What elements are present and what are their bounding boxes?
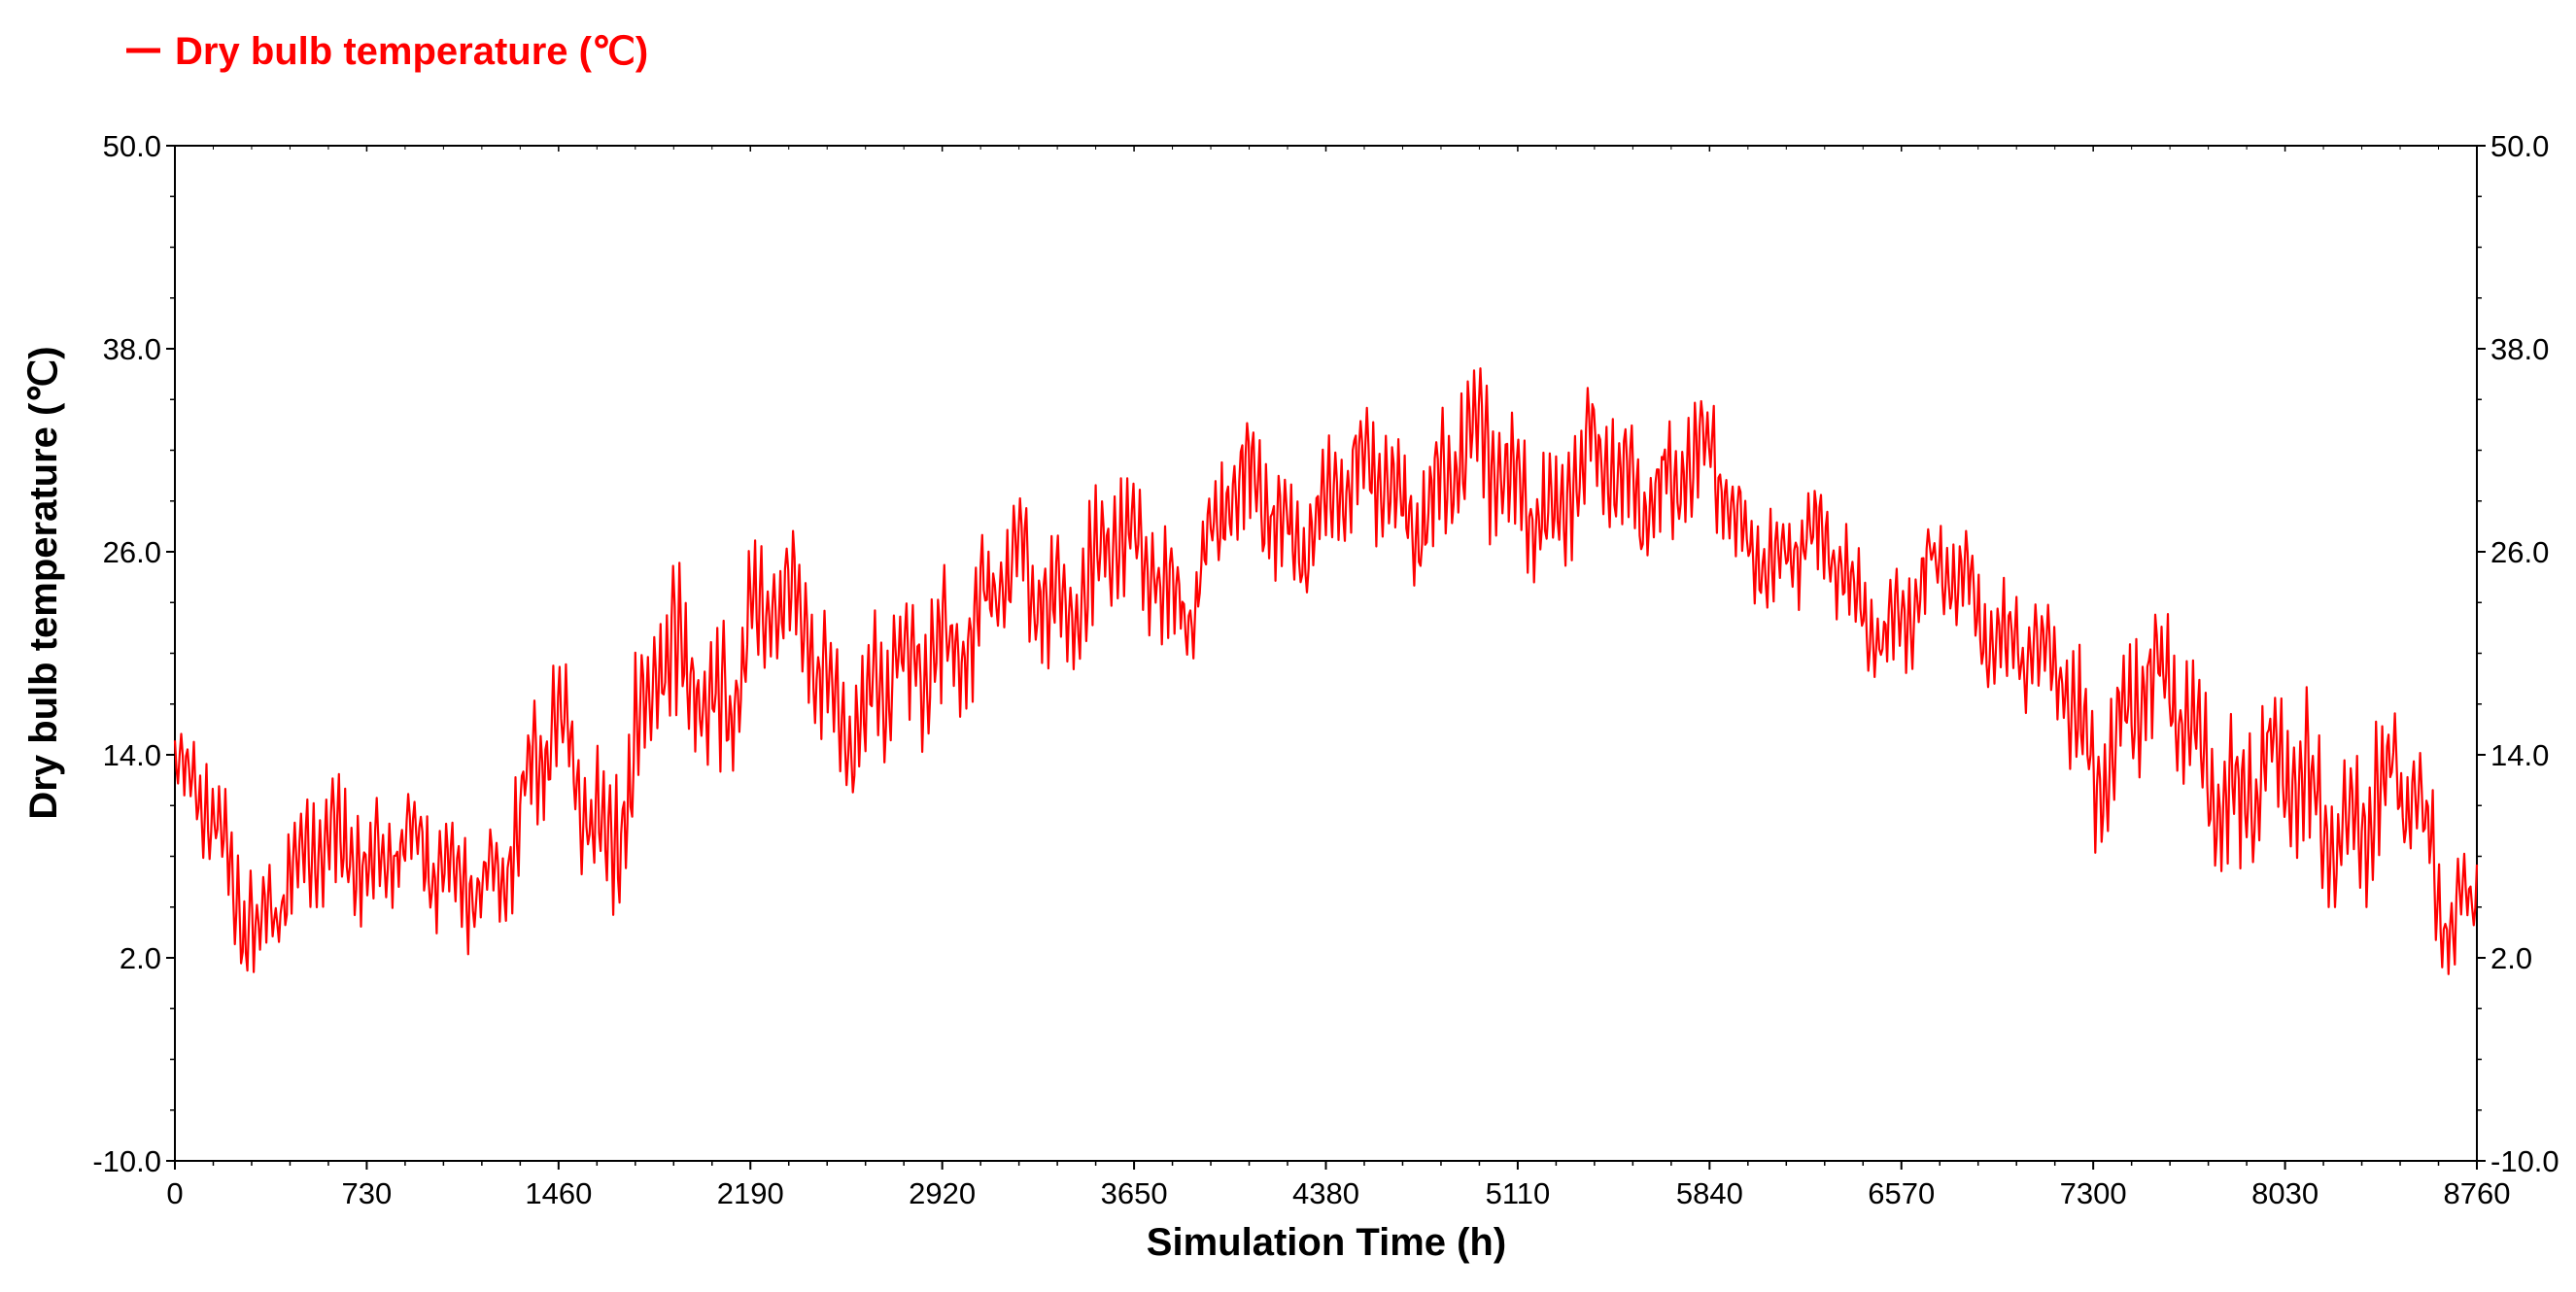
x-tick-label: 1460 <box>525 1176 592 1210</box>
y-tick-label-right: 38.0 <box>2490 332 2549 366</box>
x-tick-label: 5840 <box>1676 1176 1743 1210</box>
y-tick-label-left: 26.0 <box>103 535 161 569</box>
y-tick-label-left: 38.0 <box>103 332 161 366</box>
x-tick-label: 6570 <box>1868 1176 1935 1210</box>
x-tick-label: 730 <box>342 1176 393 1210</box>
y-tick-label-right: -10.0 <box>2490 1144 2559 1178</box>
x-tick-label: 7300 <box>2060 1176 2127 1210</box>
y-tick-label-left: 14.0 <box>103 738 161 772</box>
y-tick-label-right: 50.0 <box>2490 129 2549 163</box>
plot-frame <box>174 145 2478 1162</box>
x-tick-label: 3650 <box>1101 1176 1168 1210</box>
x-tick-label: 2920 <box>909 1176 976 1210</box>
y-tick-label-right: 2.0 <box>2490 941 2532 975</box>
y-tick-label-left: -10.0 <box>92 1144 161 1178</box>
y-tick-label-left: 2.0 <box>120 941 161 975</box>
x-tick-label: 0 <box>166 1176 183 1210</box>
x-tick-label: 4380 <box>1292 1176 1359 1210</box>
x-tick-label: 8760 <box>2444 1176 2511 1210</box>
series-line-dry-bulb-temperature <box>173 367 2479 975</box>
y-tick-label-right: 26.0 <box>2490 535 2549 569</box>
y-tick-label-left: 50.0 <box>103 129 161 163</box>
x-axis-title: Simulation Time (h) <box>1147 1221 1506 1264</box>
x-tick-label: 2190 <box>717 1176 784 1210</box>
x-tick-label: 8030 <box>2251 1176 2318 1210</box>
y-tick-label-right: 14.0 <box>2490 738 2549 772</box>
legend-label: Dry bulb temperature (℃) <box>175 30 648 73</box>
x-tick-label: 5110 <box>1486 1176 1551 1210</box>
y-axis-title: Dry bulb temperature (℃) <box>22 346 65 819</box>
